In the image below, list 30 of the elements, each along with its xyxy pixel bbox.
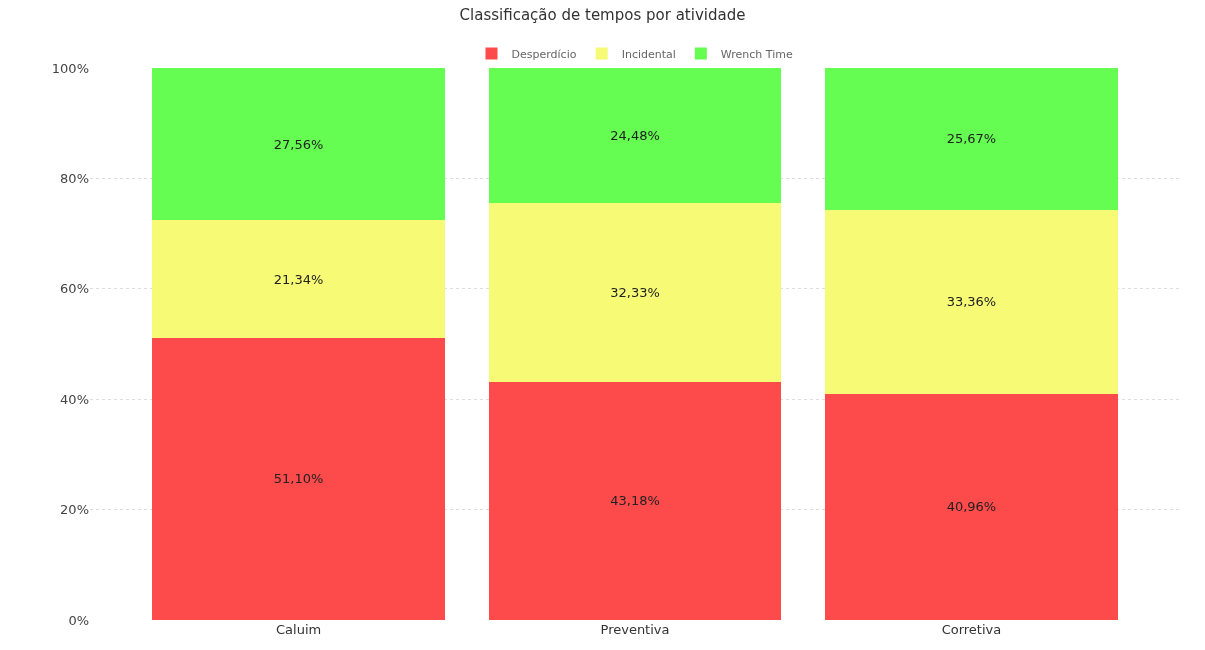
bar bbox=[152, 220, 445, 338]
chart-title: Classificação de tempos por atividade bbox=[459, 6, 746, 25]
data-label: 21,34% bbox=[273, 271, 324, 287]
data-label: 43,18% bbox=[610, 493, 660, 509]
x-tick-label: Preventiva bbox=[600, 622, 670, 637]
data-label: 27,56% bbox=[273, 136, 324, 152]
data-label: 24,48% bbox=[610, 128, 660, 144]
bar bbox=[152, 68, 445, 221]
data-label: 33,36% bbox=[946, 294, 997, 310]
data-label: 51,10% bbox=[273, 471, 324, 487]
y-tick-label: 0% bbox=[68, 612, 89, 628]
bar bbox=[488, 381, 782, 620]
y-tick-label: 40% bbox=[60, 391, 89, 407]
y-tick-label: 20% bbox=[60, 502, 89, 518]
x-tick-label: Corretiva bbox=[941, 622, 1002, 637]
bar bbox=[825, 209, 1118, 394]
data-label: 32,33% bbox=[610, 284, 660, 300]
bar bbox=[825, 68, 1118, 210]
bar bbox=[825, 393, 1118, 620]
data-label: 40,96% bbox=[946, 499, 997, 515]
legend-label: Wrench Time bbox=[720, 47, 793, 61]
data-label: 25,67% bbox=[946, 131, 997, 147]
bar bbox=[488, 203, 782, 382]
y-tick-label: 80% bbox=[60, 170, 89, 186]
x-tick-label: Caluim bbox=[275, 622, 322, 637]
bar bbox=[152, 337, 445, 620]
legend-label: Desperdício bbox=[511, 47, 577, 61]
y-tick-label: 60% bbox=[60, 281, 89, 297]
legend-label: Incidental bbox=[621, 47, 676, 61]
y-tick-label: 100% bbox=[51, 60, 89, 76]
